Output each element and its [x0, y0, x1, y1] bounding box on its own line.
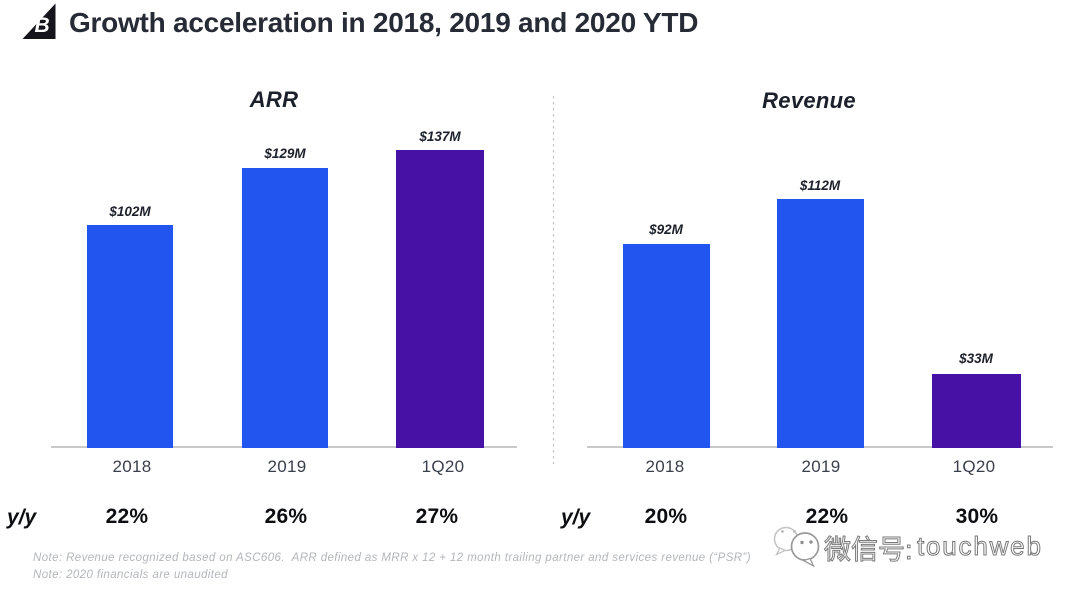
svg-text:B: B: [35, 14, 50, 37]
